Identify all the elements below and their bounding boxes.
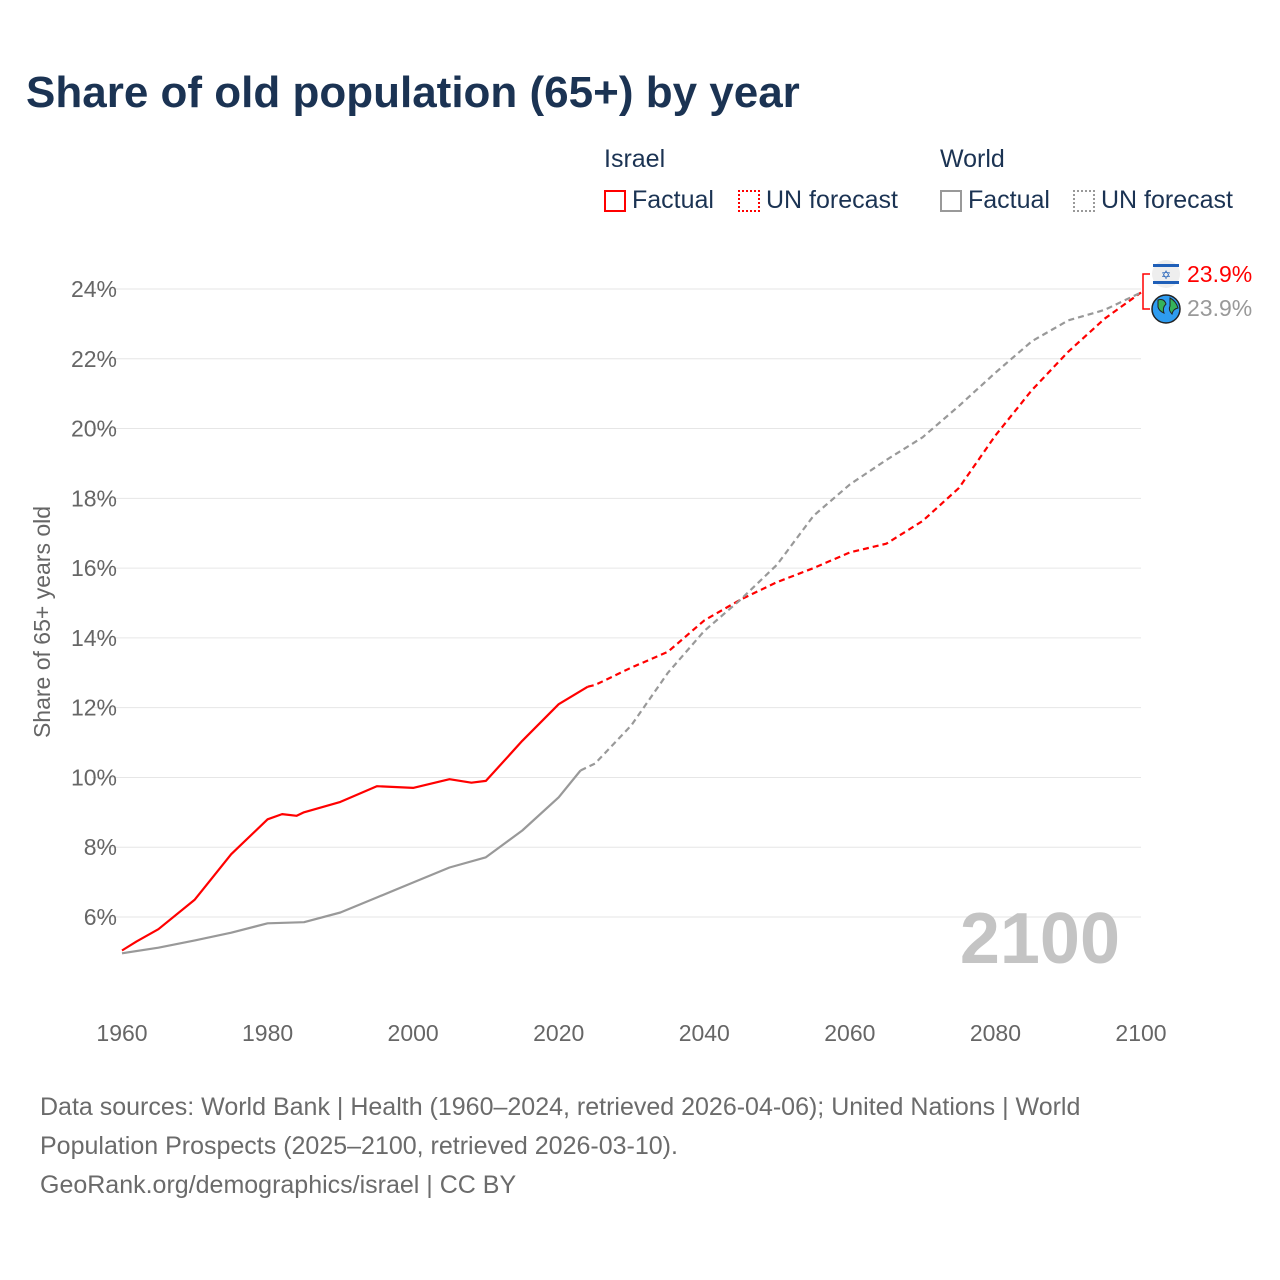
x-tick-label: 2020 xyxy=(533,1020,584,1046)
legend-world-factual[interactable]: Factual xyxy=(940,186,1050,215)
legend-swatch-solid-red xyxy=(604,189,626,212)
x-tick-label: 2000 xyxy=(388,1020,439,1046)
israel-flag-icon: ✡ xyxy=(1152,260,1180,288)
y-tick-label: 14% xyxy=(71,625,117,651)
x-tick-label: 2100 xyxy=(1115,1020,1166,1046)
israel-end-value: 23.9% xyxy=(1187,261,1252,287)
svg-text:✡: ✡ xyxy=(1161,268,1171,282)
credit-link[interactable]: GeoRank.org/demographics/israel | CC BY xyxy=(40,1171,517,1199)
legend-swatch-dotted-gray xyxy=(1073,189,1095,212)
footer: Data sources: World Bank | Health (1960–… xyxy=(40,1088,1160,1205)
legend-group-israel: Israel xyxy=(604,145,666,173)
data-sources: Data sources: World Bank | Health (1960–… xyxy=(40,1093,1081,1160)
x-tick-label: 2040 xyxy=(679,1020,730,1046)
legend-label: UN forecast xyxy=(766,186,898,214)
x-tick-label: 1980 xyxy=(242,1020,293,1046)
x-tick-label: 1960 xyxy=(96,1020,147,1046)
legend-world-forecast[interactable]: UN forecast xyxy=(1073,186,1233,215)
legend-swatch-solid-gray xyxy=(940,189,962,212)
y-tick-label: 16% xyxy=(71,555,117,581)
legend-label: UN forecast xyxy=(1101,186,1233,214)
legend-israel-forecast[interactable]: UN forecast xyxy=(738,186,898,215)
legend-group-world: World xyxy=(940,145,1005,173)
world-end-value: 23.9% xyxy=(1187,295,1252,321)
y-tick-label: 18% xyxy=(71,485,117,511)
y-tick-label: 24% xyxy=(71,276,117,302)
legend-label: Factual xyxy=(968,186,1050,214)
globe-icon xyxy=(1151,294,1181,324)
year-watermark: 2100 xyxy=(960,899,1120,979)
y-tick-label: 20% xyxy=(71,416,117,442)
series-line-world-factual xyxy=(121,769,582,955)
y-tick-label: 12% xyxy=(71,695,117,721)
x-tick-label: 2080 xyxy=(970,1020,1021,1046)
chart-title: Share of old population (65+) by year xyxy=(26,68,800,117)
legend-swatch-dotted-red xyxy=(738,189,760,212)
x-tick-label: 2060 xyxy=(824,1020,875,1046)
series-line-world-un-forecast xyxy=(580,291,1142,772)
legend-label: Factual xyxy=(632,186,714,214)
y-axis-label: Share of 65+ years old xyxy=(29,506,55,738)
end-connector xyxy=(1142,273,1150,310)
y-tick-label: 22% xyxy=(71,346,117,372)
y-tick-label: 10% xyxy=(71,764,117,790)
legend-israel-factual[interactable]: Factual xyxy=(604,186,714,215)
y-tick-label: 6% xyxy=(84,904,117,930)
series-line-israel-un-forecast xyxy=(587,291,1142,688)
y-tick-label: 8% xyxy=(84,834,117,860)
series-line-israel-factual xyxy=(121,685,589,952)
